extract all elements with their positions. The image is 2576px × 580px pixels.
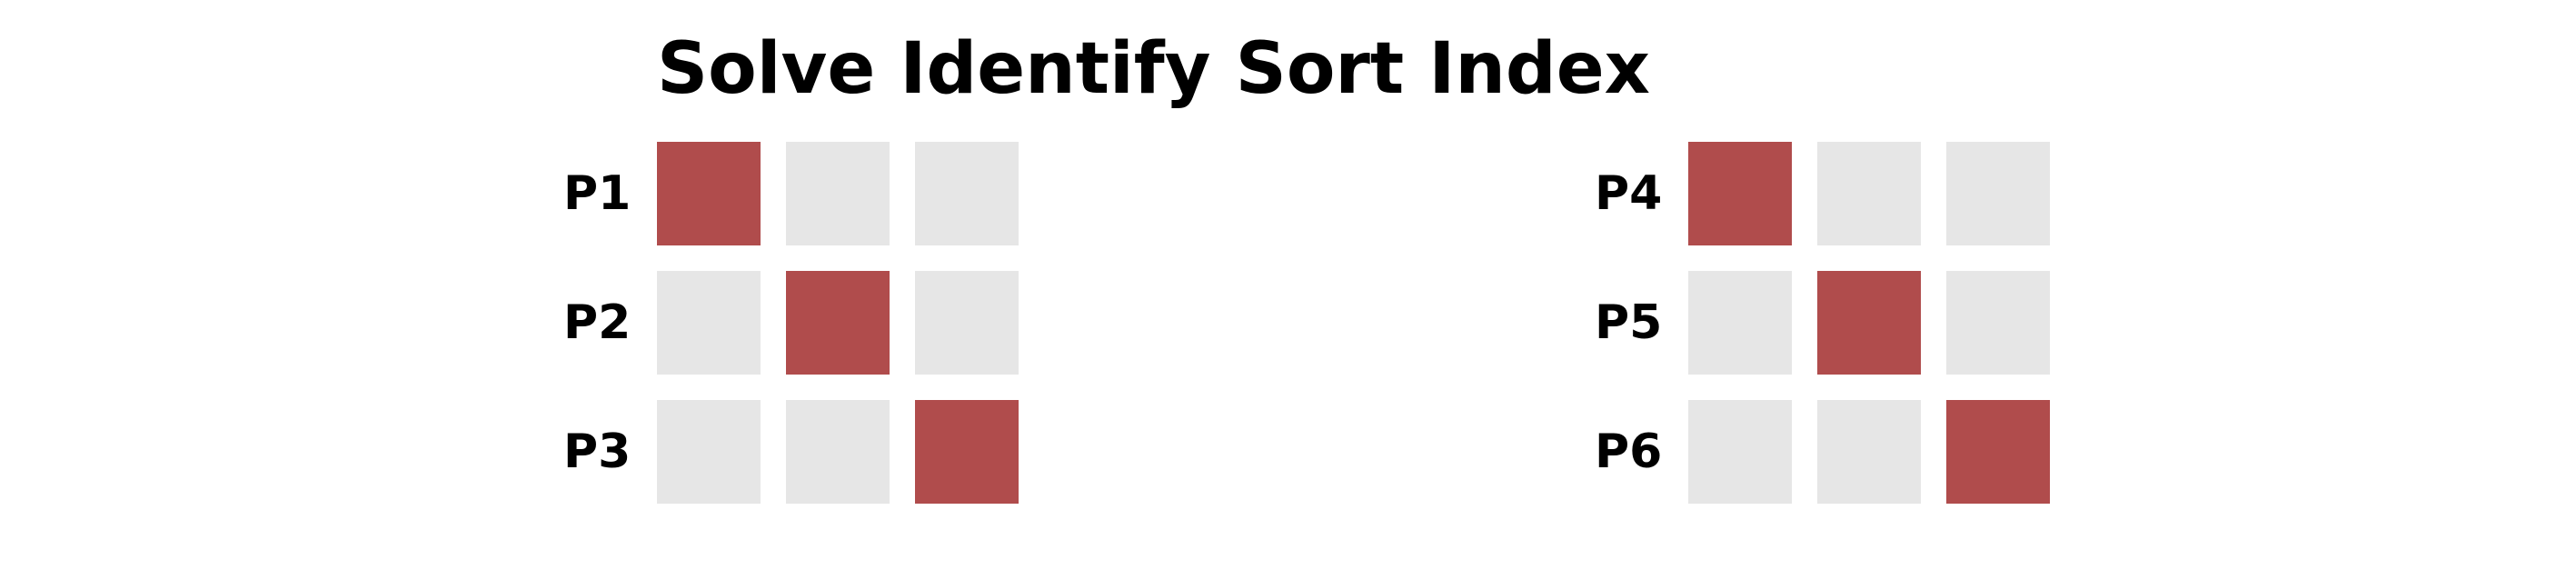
cell-p4-3-inactive [1946,142,2050,245]
cell-p5-3-inactive [1946,271,2050,375]
cell-p4-1-active [1688,142,1792,245]
cell-p2-2-active [786,271,890,375]
row-label-p4: P4 [1595,166,1663,221]
row-label-p1: P1 [563,166,632,221]
row-label-p5: P5 [1595,295,1663,350]
cell-p1-3-inactive [915,142,1019,245]
cell-p1-2-inactive [786,142,890,245]
cell-p1-1-active [657,142,761,245]
cell-p3-1-inactive [657,400,761,504]
cell-p4-2-inactive [1817,142,1921,245]
diagram-title: Solve Identify Sort Index [657,28,1650,110]
cell-p6-3-active [1946,400,2050,504]
row-label-p3: P3 [563,425,632,479]
cell-p6-2-inactive [1817,400,1921,504]
cell-p2-1-inactive [657,271,761,375]
cell-p3-3-active [915,400,1019,504]
row-label-p2: P2 [563,295,632,350]
cell-p2-3-inactive [915,271,1019,375]
cell-p5-1-inactive [1688,271,1792,375]
cell-p5-2-active [1817,271,1921,375]
row-label-p6: P6 [1595,425,1663,479]
cell-p6-1-inactive [1688,400,1792,504]
cell-p3-2-inactive [786,400,890,504]
